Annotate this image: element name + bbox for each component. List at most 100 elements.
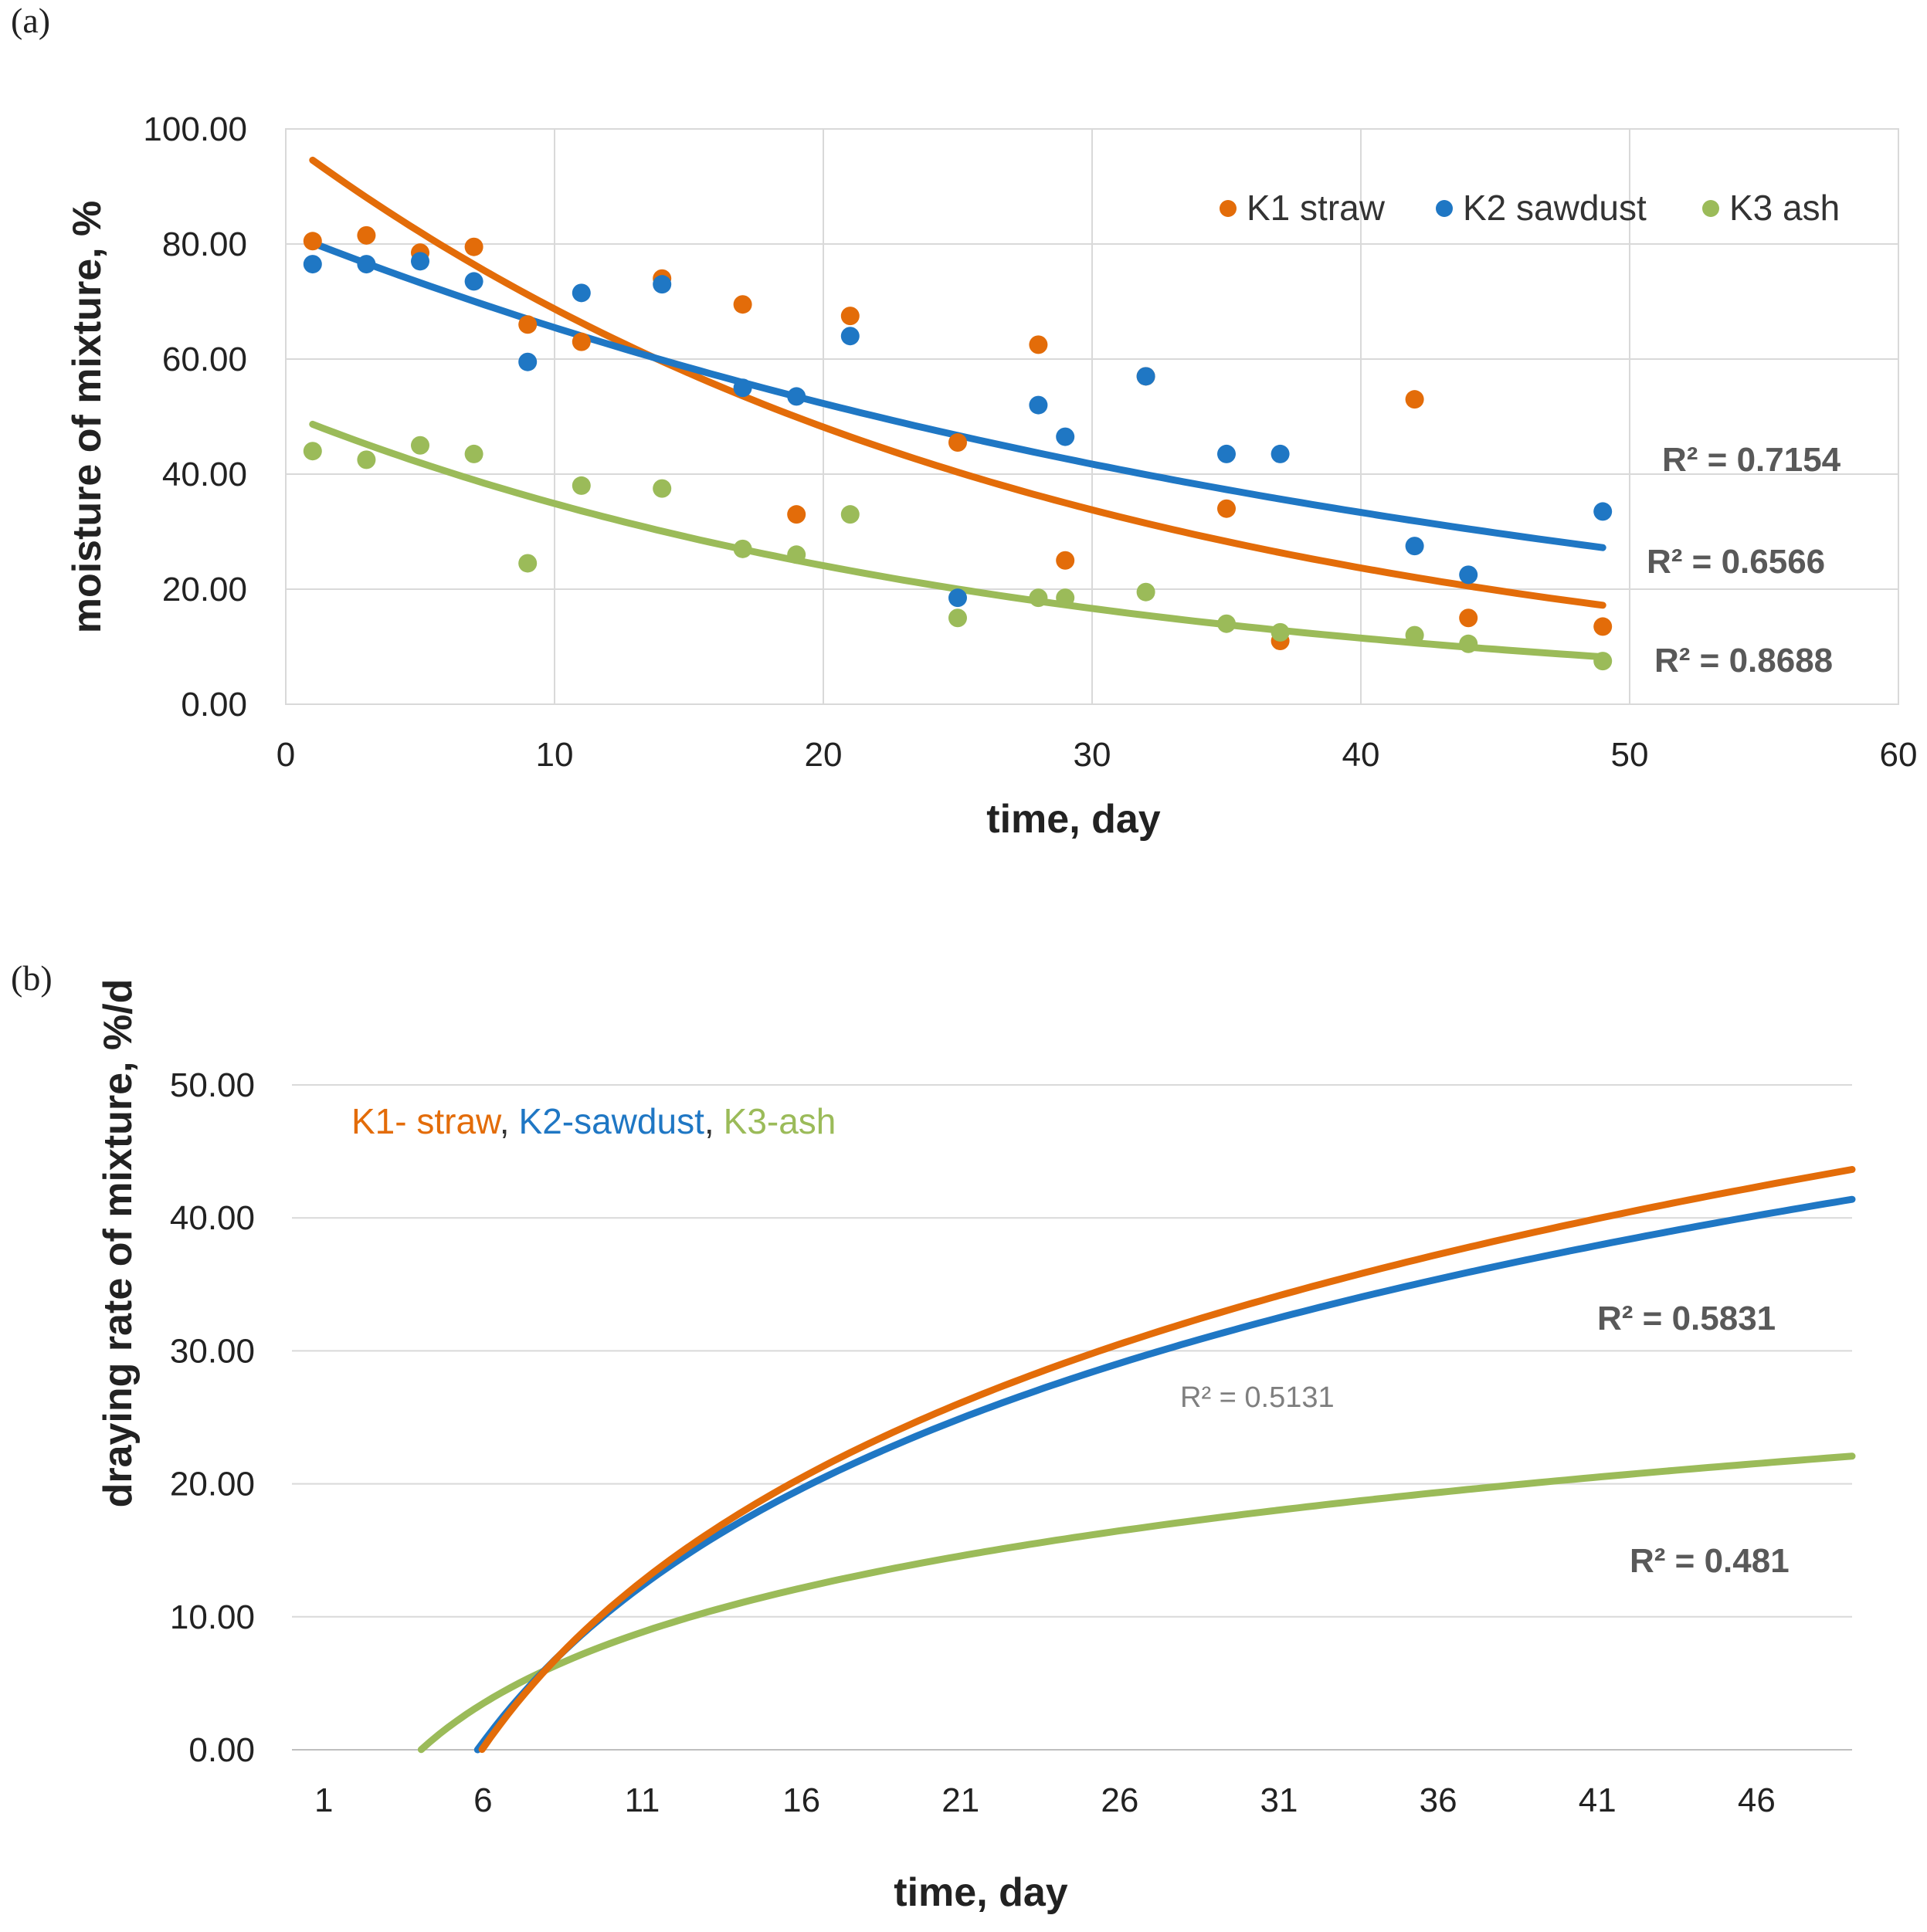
legend-k3-label: K3 ash: [1729, 188, 1840, 228]
panel-b-grid: [292, 1084, 1852, 1751]
point-k2: [1217, 444, 1236, 463]
point-k2: [464, 272, 483, 291]
x-tick-label: 50: [1611, 736, 1649, 774]
y-tick-label: 30.00: [170, 1332, 255, 1370]
panel-b-r2-k1: R² = 0.5831: [1597, 1300, 1776, 1337]
panel-b-label: (b): [11, 958, 53, 998]
point-k3: [411, 436, 429, 455]
point-k2: [303, 255, 322, 274]
x-tick-label: 21: [941, 1781, 979, 1819]
panel-a-r2-k1: R² = 0.6566: [1647, 543, 1825, 581]
point-k1: [840, 307, 860, 326]
y-tick-label: 20.00: [170, 1466, 255, 1503]
x-tick-label: 40: [1342, 736, 1380, 774]
legend-k3-label-b: K3-ash: [724, 1101, 836, 1141]
y-tick-label: 20.00: [162, 571, 247, 608]
point-k2: [1136, 367, 1155, 386]
y-tick-label: 40.00: [162, 456, 247, 493]
x-tick-label: 31: [1260, 1781, 1298, 1819]
panel-a-legend: K1 straw K2 sawdust K3 ash: [1220, 188, 1840, 228]
point-k2: [357, 255, 376, 274]
trendline-k1: [478, 1166, 1856, 1754]
panel-a-trendlines: [309, 156, 1606, 661]
point-k2: [1459, 565, 1478, 585]
point-k3: [303, 442, 322, 461]
point-k3: [733, 539, 752, 558]
point-k2: [948, 588, 967, 608]
point-k2: [840, 327, 860, 346]
point-k1: [464, 237, 483, 256]
point-k1: [572, 332, 591, 351]
point-k1: [518, 315, 538, 334]
point-k2: [1405, 537, 1424, 556]
y-tick-label: 50.00: [170, 1066, 255, 1104]
y-tick-label: 40.00: [170, 1199, 255, 1237]
panel-a-r2-k2: R² = 0.7154: [1662, 441, 1841, 479]
y-tick-label: 60.00: [162, 341, 247, 378]
x-tick-label: 6: [473, 1781, 492, 1819]
legend-k1-marker: [1220, 200, 1237, 217]
trendline-k3: [417, 1452, 1856, 1754]
x-tick-label: 10: [536, 736, 574, 774]
panel-a-x-axis-title: time, day: [986, 797, 1160, 842]
point-k3: [1136, 582, 1155, 602]
x-tick-label: 30: [1074, 736, 1111, 774]
point-k3: [1459, 634, 1478, 653]
point-k2: [518, 352, 538, 371]
legend-k2-marker: [1436, 200, 1453, 217]
trendline-k2: [473, 1195, 1856, 1754]
point-k2: [1271, 444, 1290, 463]
panel-a-y-ticks: 0.00 20.00 40.00 60.00 80.00 100.00: [143, 110, 247, 724]
x-tick-label: 41: [1579, 1781, 1617, 1819]
x-tick-label: 11: [625, 1781, 660, 1819]
point-k3: [840, 505, 860, 524]
point-k1: [1029, 335, 1048, 354]
point-k2: [1029, 395, 1048, 415]
panel-b-r2-k3: R² = 0.481: [1630, 1542, 1790, 1580]
panel-b-x-ticks: 1 6 11 16 21 26 31 36 41 46: [314, 1781, 1776, 1819]
y-tick-label: 10.00: [170, 1598, 255, 1636]
point-k1: [1593, 617, 1613, 636]
point-k1: [733, 295, 752, 314]
point-k3: [464, 444, 483, 463]
legend-k1-label-b: K1- straw: [351, 1101, 502, 1141]
point-k1: [357, 225, 376, 245]
point-k1: [1217, 499, 1236, 518]
legend-separator-1: ,: [500, 1101, 510, 1141]
x-tick-label: 46: [1738, 1781, 1776, 1819]
point-k1: [1056, 551, 1075, 570]
point-k2: [733, 378, 752, 398]
panel-a-grid: [285, 128, 1899, 705]
point-k3: [518, 554, 538, 573]
point-k3: [572, 476, 591, 495]
x-tick-label: 20: [805, 736, 843, 774]
legend-k2-label: K2 sawdust: [1463, 188, 1647, 228]
panel-a: (a) 0.00 20.00 40.00 60.00 80.00 100.00 0 10 20…: [11, 1, 1917, 842]
legend-k2-label-b: K2-sawdust: [519, 1101, 705, 1141]
point-k1: [1405, 390, 1424, 409]
point-k3: [1593, 652, 1613, 671]
point-k2: [1056, 427, 1075, 446]
point-k3: [1271, 622, 1290, 642]
panel-b-legend: K1- straw, K2-sawdust, K3-ash: [351, 1101, 836, 1141]
legend-k3-marker: [1702, 200, 1719, 217]
panel-b-x-axis-title: time, day: [894, 1870, 1067, 1915]
panel-b-y-ticks: 0.00 10.00 20.00 30.00 40.00 50.00: [170, 1066, 255, 1769]
panel-a-r2-k3: R² = 0.8688: [1654, 642, 1833, 680]
legend-k1-label: K1 straw: [1247, 188, 1386, 228]
x-tick-label: 0: [276, 736, 295, 774]
panel-a-points: [303, 225, 1613, 671]
point-k1: [787, 505, 806, 524]
x-tick-label: 26: [1101, 1781, 1138, 1819]
point-k3: [1029, 588, 1048, 608]
point-k3: [1056, 588, 1075, 608]
x-tick-label: 16: [782, 1781, 820, 1819]
point-k3: [357, 450, 376, 469]
point-k1: [1459, 608, 1478, 628]
point-k3: [948, 608, 967, 628]
y-tick-label: 0.00: [181, 686, 247, 724]
point-k2: [1593, 502, 1613, 521]
point-k2: [572, 283, 591, 303]
